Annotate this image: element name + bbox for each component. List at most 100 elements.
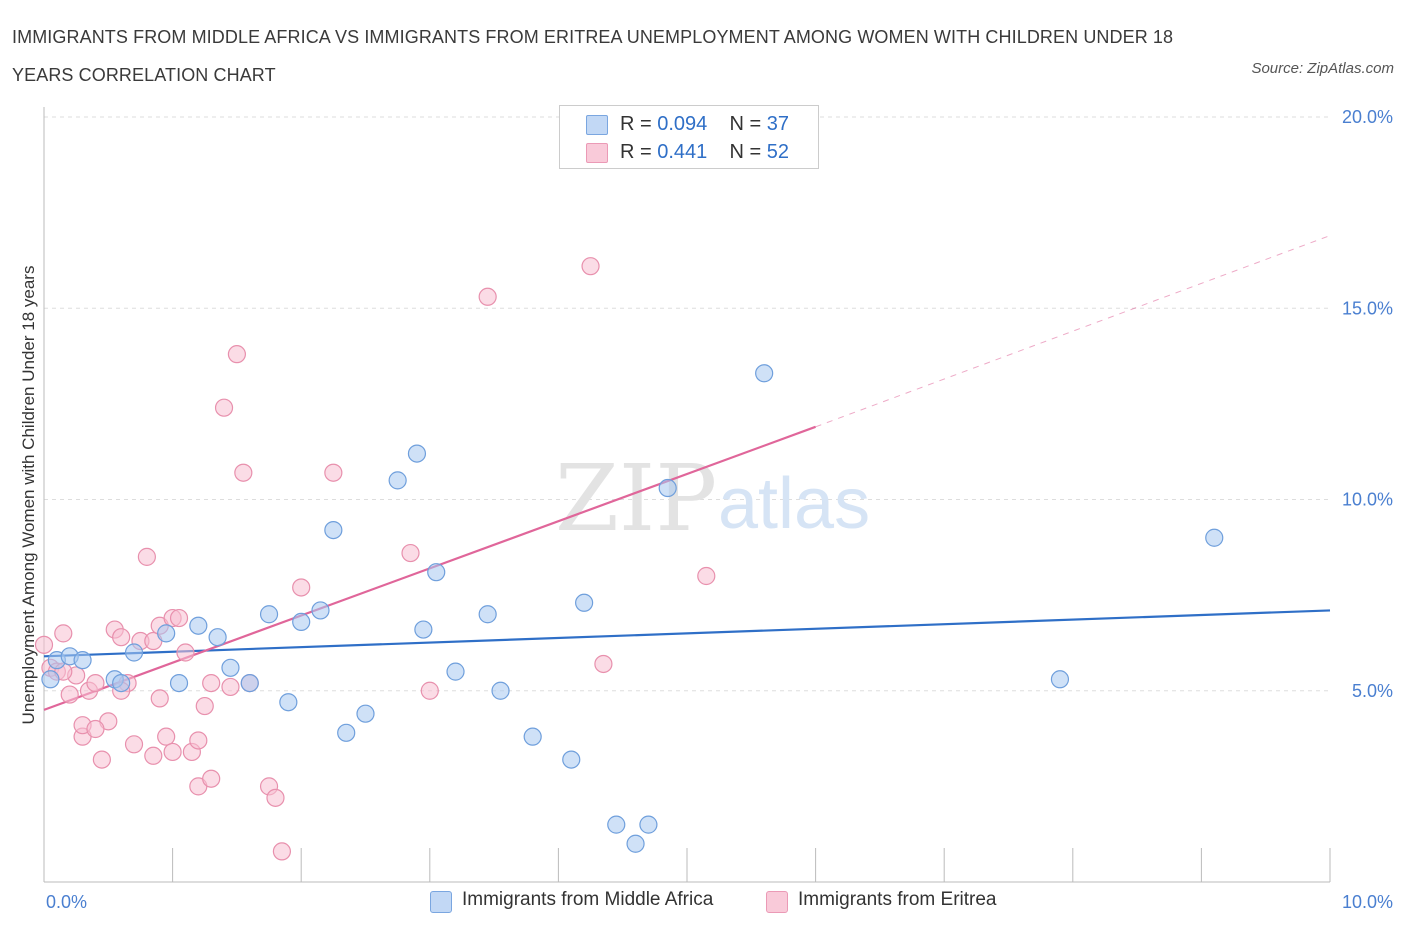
y-tick-label: 15.0% bbox=[1342, 298, 1393, 318]
point-eritrea bbox=[324, 463, 343, 482]
point-middle-africa bbox=[356, 704, 375, 723]
point-eritrea bbox=[195, 696, 214, 716]
point-middle-africa bbox=[1205, 528, 1224, 547]
grid-lines bbox=[44, 116, 1330, 692]
point-eritrea bbox=[581, 257, 600, 276]
y-axis-label: Unemployment Among Women with Children U… bbox=[19, 266, 38, 725]
point-middle-africa bbox=[112, 673, 131, 693]
point-eritrea bbox=[292, 578, 311, 597]
watermark-atlas: atlas bbox=[718, 464, 870, 544]
point-middle-africa bbox=[478, 605, 497, 624]
point-eritrea bbox=[202, 769, 221, 788]
point-eritrea bbox=[266, 788, 285, 807]
point-eritrea bbox=[227, 345, 246, 364]
point-middle-africa bbox=[169, 673, 189, 693]
point-middle-africa bbox=[324, 520, 343, 540]
point-middle-africa bbox=[292, 612, 311, 632]
x-tick-label: 10.0% bbox=[1342, 892, 1393, 912]
point-eritrea bbox=[478, 287, 497, 306]
watermark-zip: ZIP bbox=[555, 445, 717, 552]
point-middle-africa bbox=[124, 643, 144, 662]
point-middle-africa bbox=[388, 471, 407, 490]
point-eritrea bbox=[92, 750, 111, 769]
point-middle-africa bbox=[337, 723, 356, 742]
point-middle-africa bbox=[562, 750, 581, 769]
trend-line-0 bbox=[43, 609, 1331, 658]
point-eritrea bbox=[86, 673, 105, 693]
legend-n-label: N = bbox=[729, 141, 762, 163]
point-eritrea bbox=[34, 635, 54, 654]
point-eritrea bbox=[163, 742, 182, 762]
y-tick-label: 20.0% bbox=[1342, 107, 1393, 127]
bottom-legend-swatch-pink bbox=[766, 891, 788, 913]
bottom-legend-label: Immigrants from Eritrea bbox=[798, 889, 997, 910]
point-eritrea bbox=[189, 731, 208, 750]
x-tick-label: 0.0% bbox=[46, 892, 87, 912]
trend-extension-1 bbox=[815, 235, 1331, 428]
axes bbox=[43, 107, 1331, 883]
point-eritrea bbox=[144, 746, 163, 765]
point-eritrea bbox=[54, 624, 73, 643]
correlation-legend: R = 0.094 N = 37 R = 0.441 N = 52 bbox=[559, 105, 819, 169]
point-eritrea bbox=[401, 543, 420, 563]
point-eritrea bbox=[169, 608, 189, 628]
point-eritrea bbox=[214, 398, 234, 417]
legend-r-label: R = bbox=[620, 141, 652, 163]
point-eritrea bbox=[221, 677, 240, 697]
point-middle-africa bbox=[407, 444, 427, 463]
point-eritrea bbox=[272, 842, 292, 861]
point-middle-africa bbox=[658, 478, 677, 498]
bottom-legend-label: Immigrants from Middle Africa bbox=[462, 889, 714, 910]
point-middle-africa bbox=[157, 624, 176, 643]
bottom-legend-swatch-blue bbox=[430, 891, 452, 913]
point-eritrea bbox=[176, 643, 195, 662]
point-eritrea bbox=[112, 628, 131, 647]
point-middle-africa bbox=[414, 620, 433, 639]
point-middle-africa bbox=[626, 834, 645, 853]
legend-n-value: 52 bbox=[766, 141, 790, 163]
point-eritrea bbox=[594, 654, 613, 674]
point-eritrea bbox=[420, 681, 439, 700]
point-eritrea bbox=[150, 689, 169, 708]
point-eritrea bbox=[202, 673, 221, 693]
legend-r-value: 0.441 bbox=[657, 141, 708, 163]
point-middle-africa bbox=[73, 651, 92, 670]
legend-swatch-pink bbox=[586, 143, 608, 163]
y-tick-label: 10.0% bbox=[1342, 490, 1393, 510]
legend-swatch-blue bbox=[586, 115, 608, 135]
point-eritrea bbox=[697, 566, 716, 586]
y-tick-label: 5.0% bbox=[1352, 681, 1393, 701]
point-middle-africa bbox=[427, 563, 446, 582]
tick-labels: 5.0% 10.0% 15.0% 20.0% 0.0% 10.0% bbox=[46, 107, 1393, 912]
point-eritrea bbox=[234, 463, 253, 482]
point-eritrea bbox=[60, 685, 79, 704]
point-middle-africa bbox=[755, 364, 774, 383]
point-middle-africa bbox=[639, 815, 658, 834]
point-eritrea bbox=[157, 727, 176, 746]
chart-title: IMMIGRANTS FROM MIDDLE AFRICA VS IMMIGRA… bbox=[12, 27, 1174, 85]
point-middle-africa bbox=[41, 670, 60, 689]
point-eritrea bbox=[124, 735, 144, 754]
legend-r-value: 0.094 bbox=[657, 113, 708, 135]
point-eritrea bbox=[137, 547, 156, 566]
source-credit: Source: ZipAtlas.com bbox=[1251, 60, 1394, 77]
legend-r-label: R = bbox=[620, 113, 652, 135]
point-middle-africa bbox=[491, 681, 510, 700]
point-middle-africa bbox=[523, 727, 542, 746]
point-middle-africa bbox=[311, 601, 330, 620]
point-middle-africa bbox=[240, 673, 259, 693]
point-middle-africa bbox=[221, 658, 240, 677]
point-eritrea bbox=[86, 719, 105, 739]
legend-n-label: N = bbox=[729, 113, 762, 135]
legend-n-value: 37 bbox=[766, 113, 790, 135]
point-middle-africa bbox=[575, 593, 594, 612]
point-middle-africa bbox=[259, 605, 279, 624]
point-middle-africa bbox=[607, 815, 626, 834]
point-middle-africa bbox=[446, 662, 465, 681]
point-middle-africa bbox=[189, 616, 208, 635]
watermark: ZIP atlas bbox=[555, 445, 870, 552]
data-points bbox=[34, 257, 1224, 861]
point-middle-africa bbox=[1050, 670, 1070, 689]
point-middle-africa bbox=[208, 628, 227, 647]
